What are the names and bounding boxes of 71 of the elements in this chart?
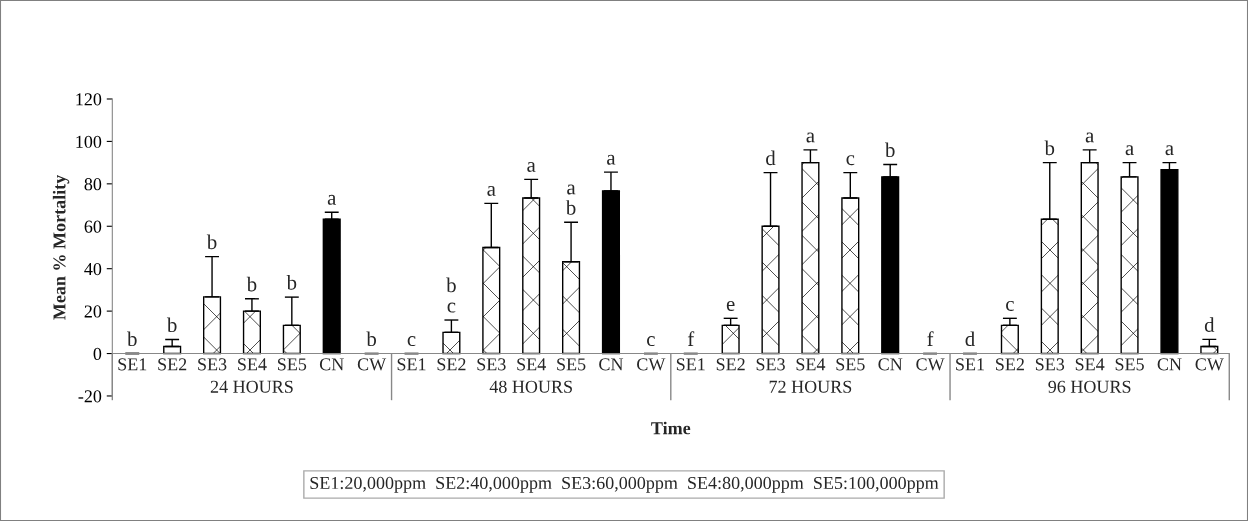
- x-tick-label: SE4: [238, 358, 267, 371]
- x-tick-label: SE3: [477, 358, 506, 371]
- x-tick-label: SE5: [557, 358, 586, 371]
- data-label: b: [246, 276, 257, 292]
- x-tick-label: SE1: [676, 358, 705, 371]
- annotation: 48 HOURS: [489, 380, 572, 393]
- annotation: 96 HOURS: [1048, 380, 1131, 393]
- x-tick-label: CW: [1195, 358, 1224, 371]
- x-tick-label: CN: [319, 358, 344, 371]
- x-tick-label: CN: [1157, 358, 1182, 371]
- x-axis-title: Time: [651, 421, 691, 435]
- x-tick-label: SE2: [716, 358, 745, 371]
- annotation: 24 HOURS: [210, 380, 293, 393]
- x-tick-label: SE3: [1035, 358, 1065, 371]
- x-tick-label: SE2: [437, 358, 466, 371]
- data-label: b: [286, 275, 297, 290]
- data-label: c: [846, 155, 855, 166]
- data-label: e: [726, 300, 735, 311]
- x-tick-label: SE5: [277, 358, 307, 371]
- y-tick-label: -20: [78, 390, 102, 403]
- x-tick-label: SE3: [756, 358, 785, 371]
- data-label: a: [327, 194, 337, 205]
- x-tick-label: SE2: [996, 358, 1024, 371]
- data-label: b: [166, 317, 177, 333]
- data-label: f: [687, 331, 695, 346]
- x-tick-label: SE4: [517, 358, 546, 371]
- data-label: b: [366, 331, 377, 347]
- data-label: b: [206, 234, 217, 250]
- x-tick-label: SE4: [1075, 358, 1105, 371]
- x-tick-label: SE2: [158, 358, 187, 371]
- data-label: d: [965, 331, 975, 347]
- data-label: c: [647, 336, 655, 347]
- data-label: b c: [446, 277, 456, 313]
- data-label: a: [487, 185, 496, 196]
- data-label: d: [766, 150, 776, 166]
- x-tick-label: SE1: [118, 358, 147, 371]
- y-tick-label: 60: [84, 220, 102, 233]
- y-tick-label: 80: [84, 178, 102, 191]
- data-label: a: [1165, 145, 1174, 156]
- data-label: a: [607, 154, 616, 165]
- x-tick-label: CW: [637, 358, 666, 371]
- annotation: 72 HOURS: [769, 380, 852, 393]
- data-label: b: [127, 331, 137, 347]
- x-tick-label: SE1: [397, 358, 426, 371]
- x-tick-label: SE3: [198, 358, 227, 371]
- x-tick-label: SE1: [956, 358, 984, 371]
- data-label: a b: [565, 184, 576, 215]
- data-label: a: [806, 132, 815, 143]
- x-tick-label: CN: [878, 358, 903, 371]
- data-label: c: [407, 336, 416, 347]
- y-tick-label: 40: [84, 262, 102, 276]
- data-label: b: [884, 142, 895, 158]
- x-tick-label: CW: [357, 358, 387, 371]
- y-tick-label: 120: [76, 93, 102, 106]
- y-axis-title: Mean % Mortality: [52, 174, 70, 320]
- x-tick-label: CW: [916, 358, 945, 371]
- y-tick-label: 0: [93, 347, 102, 360]
- data-label: a: [1085, 132, 1094, 143]
- data-label: a: [1125, 145, 1134, 156]
- data-label: d: [1204, 317, 1215, 332]
- x-tick-label: SE4: [796, 358, 826, 371]
- data-label: a: [527, 161, 536, 172]
- y-tick-label: 20: [84, 305, 102, 318]
- x-tick-label: SE5: [1115, 358, 1144, 371]
- x-tick-label: SE5: [836, 358, 865, 371]
- data-label: b: [1044, 140, 1055, 156]
- data-label: f: [927, 331, 934, 346]
- y-tick-label: 100: [76, 135, 102, 148]
- x-tick-label: CN: [599, 358, 624, 371]
- data-label: c: [1006, 300, 1014, 311]
- text: SE1:20,000ppm SE2:40,000ppm SE3:60,000ppm SE4:80,000ppm SE5:100,000ppm: [310, 476, 939, 493]
